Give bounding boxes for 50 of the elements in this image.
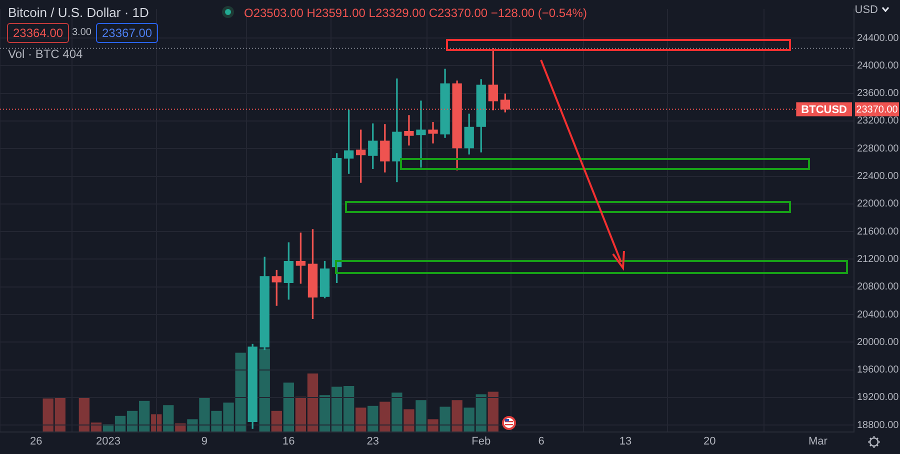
y-tick-label: 23200.00 [857,116,900,127]
bar [404,409,414,432]
y-tick-label: 18800.00 [857,420,900,431]
bar [368,406,378,432]
bar [428,419,438,432]
annotation: 3.00 [72,27,92,38]
y-tick-label: 19600.00 [857,364,900,376]
y-tick-label: 21600.00 [857,226,900,238]
x-tick-label: 26 [30,436,42,448]
bar [392,392,402,432]
y-tick-label: 20400.00 [857,309,900,320]
bar [452,400,462,432]
y-tick-label: 20000.00 [857,336,900,348]
y-tick-label: 24400.00 [857,32,900,44]
y-tick-label: 19200.00 [857,392,900,404]
y-tick-label: 20800.00 [857,282,900,293]
candlestick [416,100,426,168]
candlestick [404,115,414,146]
bar [416,400,426,432]
x-tick-label: 23 [366,436,379,448]
y-tick-label: 21200.00 [857,254,900,265]
bar [163,405,174,432]
y-axis-title: USD [854,4,878,16]
x-tick-label: 2023 [96,436,120,448]
bar [380,402,390,432]
x-tick-label: Mar [808,436,828,448]
x-tick-label: 6 [538,436,544,448]
bar [283,382,294,432]
y-tick-label: 24000.00 [857,60,900,72]
annotation: 23370.00 [856,104,898,116]
bar [440,406,450,432]
x-tick-label: 20 [704,436,716,448]
annotation: O23503.00 H23591.00 L23329.00 C23370.00 −128.00 (−0.54%) [244,6,587,20]
bar [356,408,366,432]
y-tick-label: 23600.00 [857,88,900,100]
chart-title: Bitcoin / U.S. Dollar · 1D [8,5,149,20]
x-tick-label: 9 [201,436,208,448]
annotation: 23364.00 [7,23,70,43]
ref-line-label: BTCUSD [801,104,848,116]
bar [488,392,498,432]
x-tick-label: 16 [282,436,295,448]
bar [271,410,282,432]
annotation: Vol · BTC 404 [8,47,83,61]
annotation: 23367.00 [96,23,158,43]
y-tick-label: 22000.00 [857,198,900,210]
x-tick-label: Feb [472,436,491,448]
y-tick-label: 22400.00 [857,171,900,182]
y-tick-label: 22800.00 [857,143,900,154]
candlestick [428,122,438,144]
x-tick-label: 13 [619,436,632,448]
